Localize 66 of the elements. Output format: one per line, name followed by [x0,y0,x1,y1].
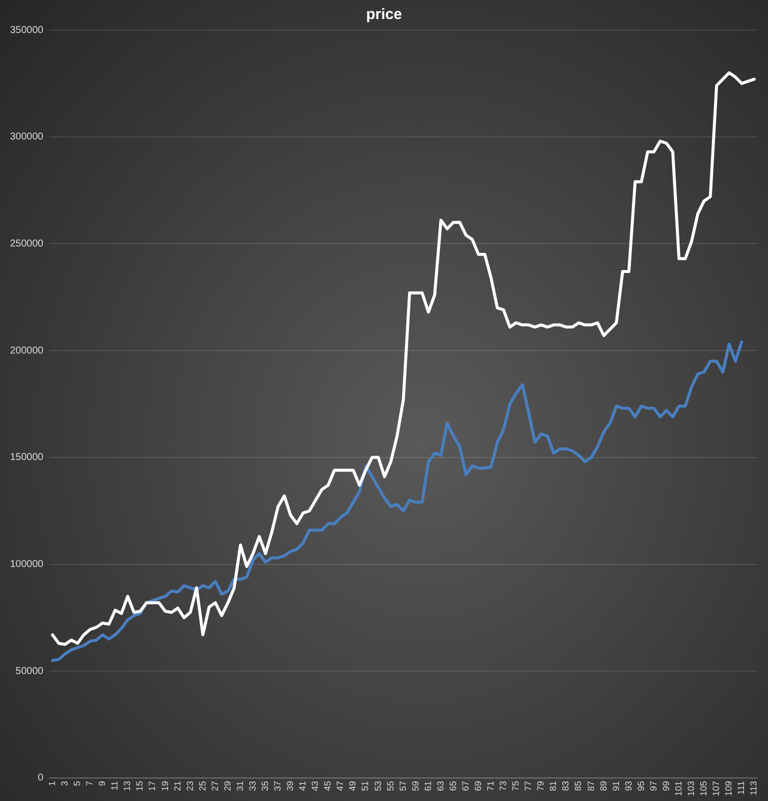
x-tick-label: 5 [72,780,82,786]
x-tick-label: 103 [686,780,696,796]
x-tick-label: 9 [97,780,108,786]
x-tick-label: 23 [184,780,195,791]
y-tick-label: 50000 [16,666,44,677]
x-tick-label: 93 [623,780,634,791]
x-tick-label: 99 [660,780,671,791]
x-tick-label: 33 [247,780,258,791]
x-tick-label: 85 [573,780,584,791]
x-tick-label: 37 [272,780,283,791]
x-tick-label: 105 [698,780,709,796]
x-tick-label: 47 [335,780,346,791]
x-tick-label: 21 [172,780,182,791]
x-tick-label: 113 [748,780,759,796]
x-tick-label: 63 [435,780,446,791]
x-tick-label: 29 [222,780,232,791]
x-tick-label: 13 [122,780,132,791]
x-tick-label: 53 [372,780,383,791]
chart-title: price [366,6,402,24]
x-tick-label: 83 [560,780,571,791]
x-tick-label: 55 [385,780,396,791]
x-tick-label: 15 [134,780,145,791]
x-tick-label: 45 [322,780,333,791]
x-tick-label: 51 [360,780,370,791]
x-tick-label: 43 [310,780,320,791]
x-tick-label: 65 [448,780,458,791]
x-tick-label: 39 [285,780,296,791]
y-tick-label: 150000 [10,452,44,464]
x-tick-label: 79 [536,780,546,791]
x-tick-label: 57 [398,780,408,791]
x-tick-label: 1 [46,780,57,786]
y-tick-label: 250000 [10,238,44,250]
x-tick-label: 49 [348,780,358,791]
x-tick-label: 67 [460,780,470,791]
x-tick-label: 95 [636,780,646,791]
x-tick-label: 27 [210,780,220,791]
x-tick-label: 91 [610,780,621,791]
x-tick-label: 73 [498,780,508,791]
x-tick-label: 111 [736,780,746,795]
x-tick-label: 7 [84,780,95,786]
x-tick-label: 101 [673,780,684,796]
x-tick-label: 11 [110,780,120,790]
x-tick-label: 41 [298,780,308,791]
x-tick-label: 25 [197,780,208,791]
y-tick-label: 0 [38,772,44,784]
x-tick-label: 69 [473,780,484,791]
x-tick-label: 75 [510,780,521,791]
y-tick-label: 300000 [10,132,44,143]
x-tick-label: 109 [724,780,734,796]
y-tick-label: 100000 [10,559,44,570]
x-tick-label: 71 [486,780,496,791]
x-tick-label: 77 [523,780,534,791]
x-tick-label: 3 [60,780,70,786]
x-tick-label: 81 [548,780,558,791]
x-tick-label: 61 [422,780,433,791]
x-tick-label: 87 [586,780,596,791]
y-tick-label: 350000 [10,24,44,36]
x-tick-label: 107 [711,780,722,796]
x-tick-label: 89 [598,780,608,791]
y-tick-label: 200000 [10,345,44,356]
x-tick-label: 97 [648,780,658,791]
x-tick-label: 59 [410,780,420,791]
x-tick-label: 35 [260,780,270,791]
x-tick-label: 17 [147,780,158,791]
x-tick-label: 31 [234,780,245,791]
x-tick-label: 19 [160,780,170,791]
